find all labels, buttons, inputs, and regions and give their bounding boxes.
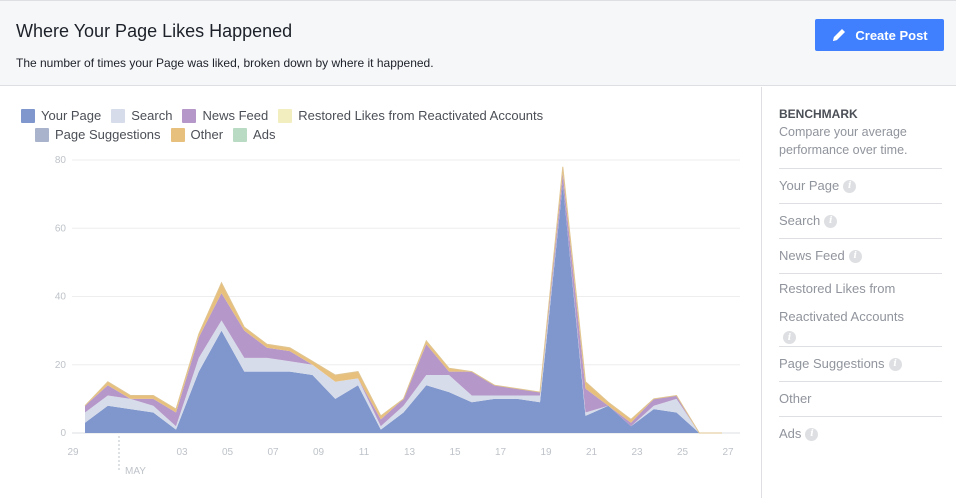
x-tick-label: 15 <box>449 447 461 458</box>
benchmark-item[interactable]: Restored Likes from Reactivated Accounts… <box>779 273 942 346</box>
x-tick-label: 13 <box>404 447 416 458</box>
x-tick-label: 19 <box>540 447 552 458</box>
likes-chart: 0 20 40 60 80 29 03 05 07 09 11 13 15 17 19 21 23 25 27 MAY… <box>0 87 760 498</box>
chart-legend: Your Page Search News Feed Restored Likes f… <box>21 106 721 144</box>
legend-label: Other <box>190 127 224 142</box>
info-icon[interactable]: i <box>843 179 857 193</box>
legend-label: Page Suggestions <box>55 127 161 142</box>
legend-label: Your Page <box>41 108 102 123</box>
legend-swatch <box>233 127 248 142</box>
benchmark-item[interactable]: Your Page i <box>779 168 942 203</box>
benchmark-title: BENCHMARK <box>779 107 858 121</box>
x-tick-label: 11 <box>359 447 370 458</box>
legend-label: News Feed <box>202 108 269 123</box>
legend-item[interactable]: Other <box>170 127 224 142</box>
legend-label: Restored Likes from Reactivated Accounts <box>298 108 544 123</box>
benchmark-item[interactable]: Other <box>779 381 942 416</box>
legend-item[interactable]: Ads <box>233 127 275 142</box>
create-post-button[interactable]: Create Post <box>815 19 944 51</box>
info-icon[interactable]: i <box>824 214 838 228</box>
benchmark-item-label: Other <box>779 391 812 406</box>
y-tick-label: 60 <box>55 223 67 234</box>
benchmark-item-label: Your Page <box>779 178 840 193</box>
legend-swatch <box>21 108 35 123</box>
benchmark-description: Compare your average performance over ti… <box>779 125 908 157</box>
x-tick-label: 21 <box>586 447 598 458</box>
info-icon[interactable]: i <box>888 357 902 371</box>
x-tick-label: 27 <box>722 447 734 458</box>
x-tick-label: 07 <box>267 447 279 458</box>
create-post-label: Create Post <box>855 27 928 43</box>
legend-item[interactable]: Page Suggestions <box>35 127 161 142</box>
y-tick-label: 0 <box>60 428 66 439</box>
benchmark-list: Your Page i Search i News Feed i Restored Like… <box>779 168 942 451</box>
benchmark-item[interactable]: Search i <box>779 203 942 238</box>
info-icon[interactable]: i <box>805 427 819 441</box>
y-tick-label: 40 <box>55 292 67 303</box>
benchmark-item-label: Page Suggestions <box>779 356 885 371</box>
benchmark-item-label: Restored Likes from Reactivated Accounts <box>779 281 905 324</box>
x-tick-label: 03 <box>176 447 188 458</box>
x-tick-label: 23 <box>631 447 643 458</box>
chart-svg: 0 20 40 60 80 29 03 05 07 09 11 13 15 17 19 21 23 25 27 MAY <box>55 155 740 477</box>
legend-item[interactable]: Restored Likes from Reactivated Accounts <box>278 108 543 123</box>
y-tick-label: 20 <box>55 360 67 371</box>
benchmark-item-label: Ads <box>779 426 802 441</box>
legend-swatch <box>111 108 126 123</box>
month-label: MAY <box>125 466 146 477</box>
page-subtitle: The number of times your Page was liked,… <box>16 56 434 70</box>
x-tick-label: 09 <box>313 447 325 458</box>
page-title: Where Your Page Likes Happened <box>16 21 293 41</box>
benchmark-item[interactable]: News Feed i <box>779 238 942 273</box>
legend-item[interactable]: Search <box>111 108 172 123</box>
info-icon[interactable]: i <box>848 249 862 263</box>
legend-row: Your Page Search News Feed Restored Likes f… <box>21 106 721 125</box>
info-icon[interactable]: i <box>783 331 796 344</box>
legend-swatch <box>278 108 293 123</box>
benchmark-item-label: Search <box>779 213 821 228</box>
legend-swatch <box>170 127 185 142</box>
page-header: Where Your Page Likes Happened The numbe… <box>0 0 956 86</box>
legend-item[interactable]: Your Page <box>21 108 101 123</box>
x-tick-label: 17 <box>495 447 507 458</box>
pencil-icon <box>831 27 847 43</box>
area-series-1 <box>85 183 722 433</box>
benchmark-sidebar: BENCHMARK Compare your average performan… <box>761 87 956 498</box>
legend-label: Ads <box>253 127 276 142</box>
benchmark-item[interactable]: Page Suggestions i <box>779 346 942 381</box>
legend-row: Page Suggestions Other Ads <box>21 125 721 144</box>
legend-swatch <box>182 108 197 123</box>
x-tick-label: 29 <box>67 447 79 458</box>
legend-swatch <box>35 127 49 142</box>
area-series-0 <box>85 183 722 433</box>
y-tick-label: 80 <box>55 155 67 166</box>
benchmark-item[interactable]: Ads i <box>779 416 942 451</box>
x-tick-label: 25 <box>677 447 689 458</box>
total-outline <box>84 166 722 434</box>
legend-label: Search <box>131 108 173 123</box>
legend-item[interactable]: News Feed <box>182 108 268 123</box>
x-tick-label: 05 <box>222 447 234 458</box>
benchmark-item-label: News Feed <box>779 248 845 263</box>
